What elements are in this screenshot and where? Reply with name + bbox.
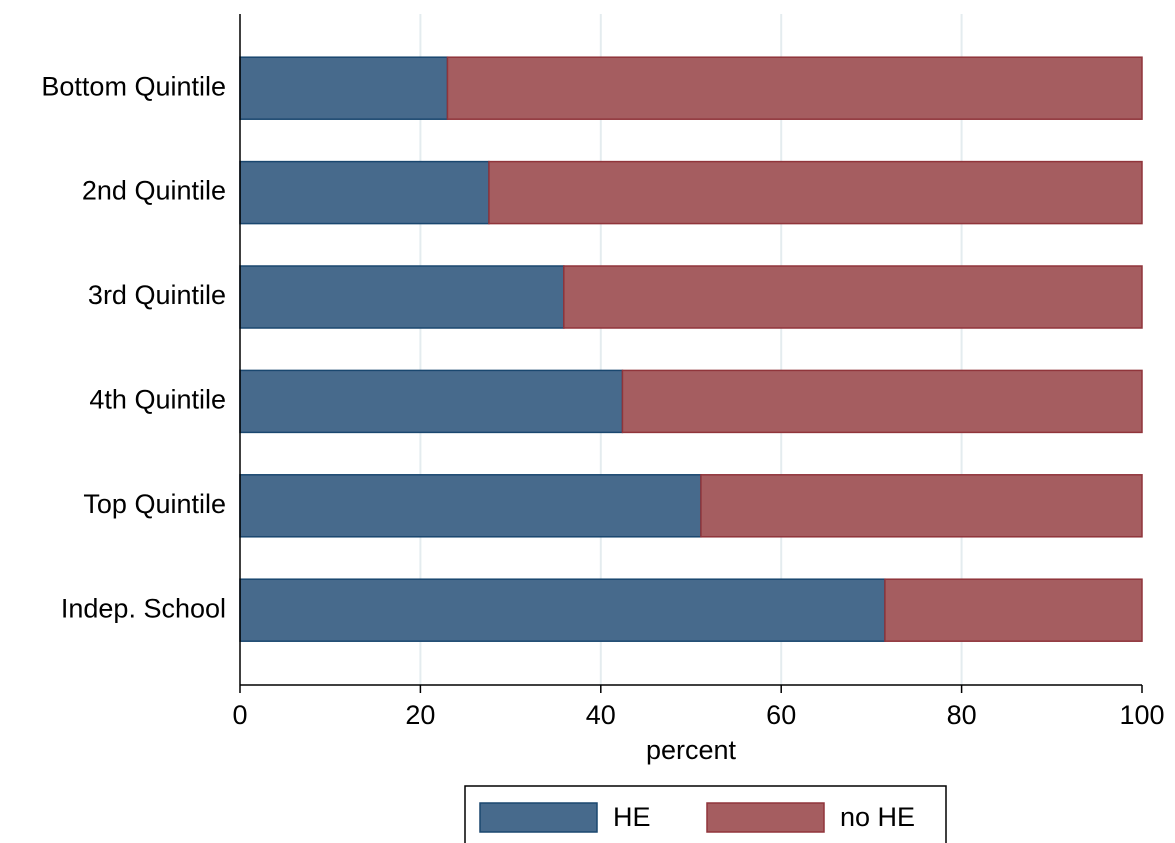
y-tick-label: Bottom Quintile xyxy=(41,71,226,101)
y-tick-label: Indep. School xyxy=(61,593,226,623)
bar-segment xyxy=(239,474,702,538)
x-axis-title: percent xyxy=(646,735,737,765)
legend-label: no HE xyxy=(840,802,915,832)
x-tick-label: 0 xyxy=(232,700,247,730)
bar-segment xyxy=(239,265,565,329)
x-tick-label: 20 xyxy=(405,700,435,730)
bar-segment xyxy=(488,160,1143,225)
bar-segment xyxy=(563,265,1143,329)
x-tick-label: 60 xyxy=(766,700,796,730)
bar-segment xyxy=(700,474,1143,538)
y-tick-label: 4th Quintile xyxy=(89,385,226,415)
legend-swatch xyxy=(706,802,825,833)
bar-segment xyxy=(621,369,1143,434)
x-tick-label: 80 xyxy=(947,700,977,730)
legend-swatch xyxy=(479,802,598,833)
bar-segment xyxy=(239,160,490,225)
bar-segment xyxy=(239,56,449,120)
bar-segment xyxy=(239,369,624,434)
x-tick-label: 100 xyxy=(1119,700,1164,730)
x-tick-label: 40 xyxy=(586,700,616,730)
legend-label: HE xyxy=(613,802,651,832)
bar-segment xyxy=(239,578,886,642)
y-tick-label: 3rd Quintile xyxy=(88,280,226,310)
y-tick-label: 2nd Quintile xyxy=(82,176,226,206)
y-tick-label: Top Quintile xyxy=(83,489,226,519)
bar-segment xyxy=(446,56,1143,120)
bar-segment xyxy=(884,578,1143,642)
